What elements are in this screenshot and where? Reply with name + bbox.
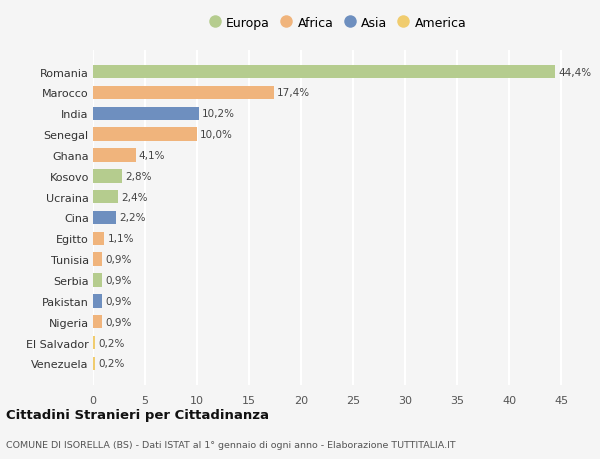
- Text: 0,9%: 0,9%: [106, 296, 132, 306]
- Bar: [93, 190, 118, 204]
- Text: 0,9%: 0,9%: [106, 317, 132, 327]
- Bar: [93, 86, 274, 100]
- Text: 17,4%: 17,4%: [277, 88, 310, 98]
- Bar: [93, 274, 103, 287]
- Text: Cittadini Stranieri per Cittadinanza: Cittadini Stranieri per Cittadinanza: [6, 408, 269, 421]
- Bar: [93, 315, 103, 329]
- Text: COMUNE DI ISORELLA (BS) - Dati ISTAT al 1° gennaio di ogni anno - Elaborazione T: COMUNE DI ISORELLA (BS) - Dati ISTAT al …: [6, 441, 455, 449]
- Bar: [93, 107, 199, 121]
- Bar: [93, 149, 136, 162]
- Bar: [93, 66, 555, 79]
- Text: 2,2%: 2,2%: [119, 213, 146, 223]
- Text: 10,2%: 10,2%: [202, 109, 235, 119]
- Bar: [93, 232, 104, 246]
- Bar: [93, 253, 103, 266]
- Text: 0,9%: 0,9%: [106, 255, 132, 264]
- Text: 0,2%: 0,2%: [98, 358, 125, 369]
- Text: 4,1%: 4,1%: [139, 151, 165, 161]
- Text: 2,8%: 2,8%: [125, 172, 152, 181]
- Text: 2,4%: 2,4%: [121, 192, 148, 202]
- Bar: [93, 170, 122, 183]
- Bar: [93, 336, 95, 350]
- Legend: Europa, Africa, Asia, America: Europa, Africa, Asia, America: [209, 17, 466, 29]
- Bar: [93, 357, 95, 370]
- Text: 10,0%: 10,0%: [200, 130, 233, 140]
- Bar: [93, 128, 197, 142]
- Text: 1,1%: 1,1%: [107, 234, 134, 244]
- Text: 0,9%: 0,9%: [106, 275, 132, 285]
- Bar: [93, 294, 103, 308]
- Text: 0,2%: 0,2%: [98, 338, 125, 348]
- Text: 44,4%: 44,4%: [558, 67, 591, 78]
- Bar: [93, 211, 116, 225]
